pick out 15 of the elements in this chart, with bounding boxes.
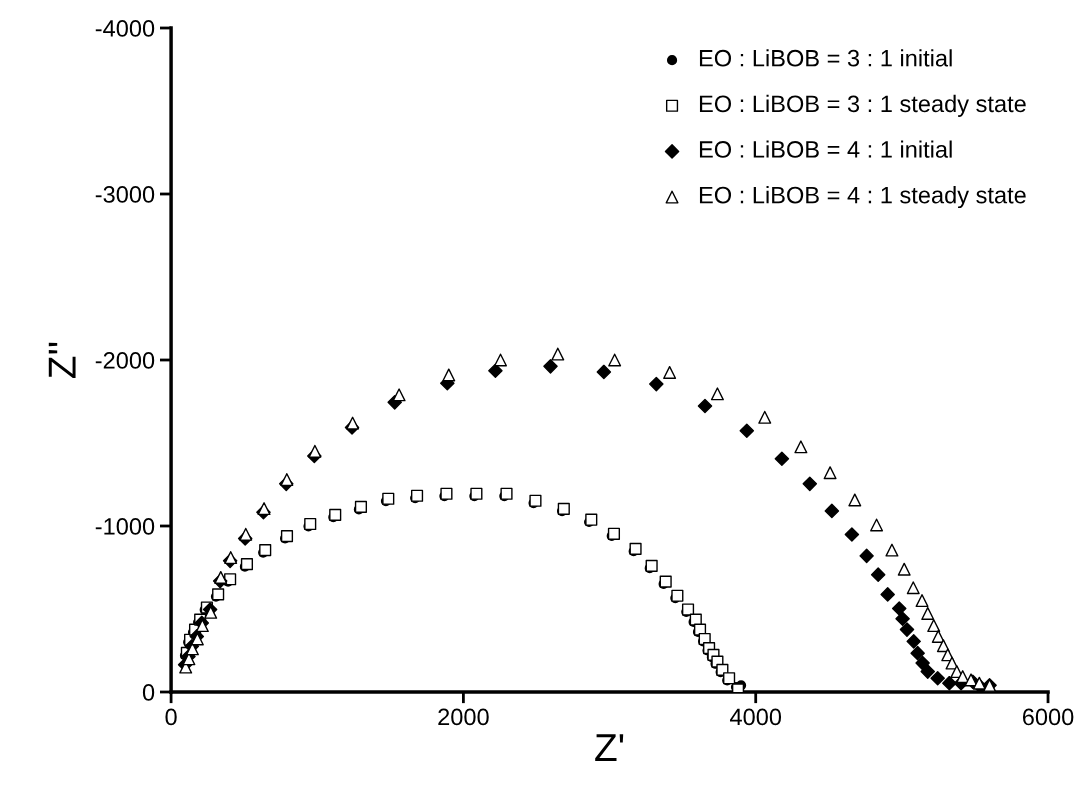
y-axis-title: Z'' [48, 342, 76, 379]
y-tick-label: -4000 [95, 20, 155, 37]
x-tick-label: 2000 [438, 708, 489, 726]
y-tick-label: -3000 [95, 186, 155, 203]
legend-label: EO : LiBOB = 4 : 1 steady state [699, 186, 1026, 209]
y-tick-label: -2000 [95, 352, 155, 369]
y-tick-label: -1000 [95, 518, 155, 535]
x-tick-label: 4000 [729, 708, 782, 726]
legend-label: EO : LiBOB = 4 : 1 initial [699, 140, 952, 158]
x-axis-title: Z' [595, 734, 624, 761]
y-tick-label: 0 [142, 684, 155, 701]
legend-label: EO : LiBOB = 3 : 1 steady state [699, 94, 1026, 117]
x-tick-label: 6000 [1022, 708, 1074, 726]
legend-label: EO : LiBOB = 3 : 1 initial [699, 49, 952, 67]
x-tick-label: 0 [165, 708, 177, 726]
